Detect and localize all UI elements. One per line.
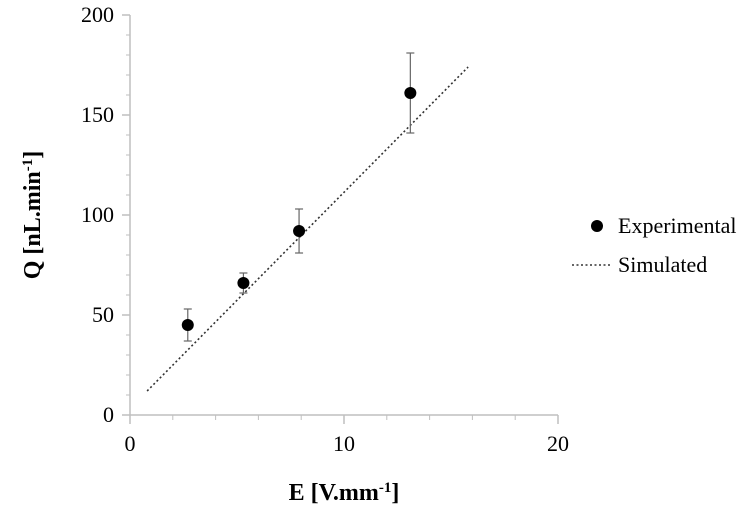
y-tick-label: 0 bbox=[103, 402, 114, 427]
x-tick-label: 10 bbox=[333, 431, 355, 456]
legend-label-experimental: Experimental bbox=[618, 213, 737, 238]
x-axis-title: E [V.mm-1] bbox=[289, 480, 400, 506]
experimental-point bbox=[181, 319, 194, 331]
y-tick-label: 100 bbox=[81, 202, 114, 227]
legend-marker-experimental bbox=[591, 220, 603, 232]
legend-label-simulated: Simulated bbox=[618, 252, 707, 277]
x-tick-label: 20 bbox=[547, 431, 569, 456]
experimental-point bbox=[404, 87, 417, 99]
y-tick-label: 50 bbox=[92, 302, 114, 327]
y-axis-title: Q [nL.min-1] bbox=[20, 151, 46, 280]
experimental-point bbox=[237, 277, 250, 289]
y-tick-label: 200 bbox=[81, 2, 114, 27]
simulated-line bbox=[146, 66, 469, 392]
experimental-point bbox=[293, 225, 306, 237]
x-tick-label: 0 bbox=[125, 431, 136, 456]
y-tick-label: 150 bbox=[81, 102, 114, 127]
